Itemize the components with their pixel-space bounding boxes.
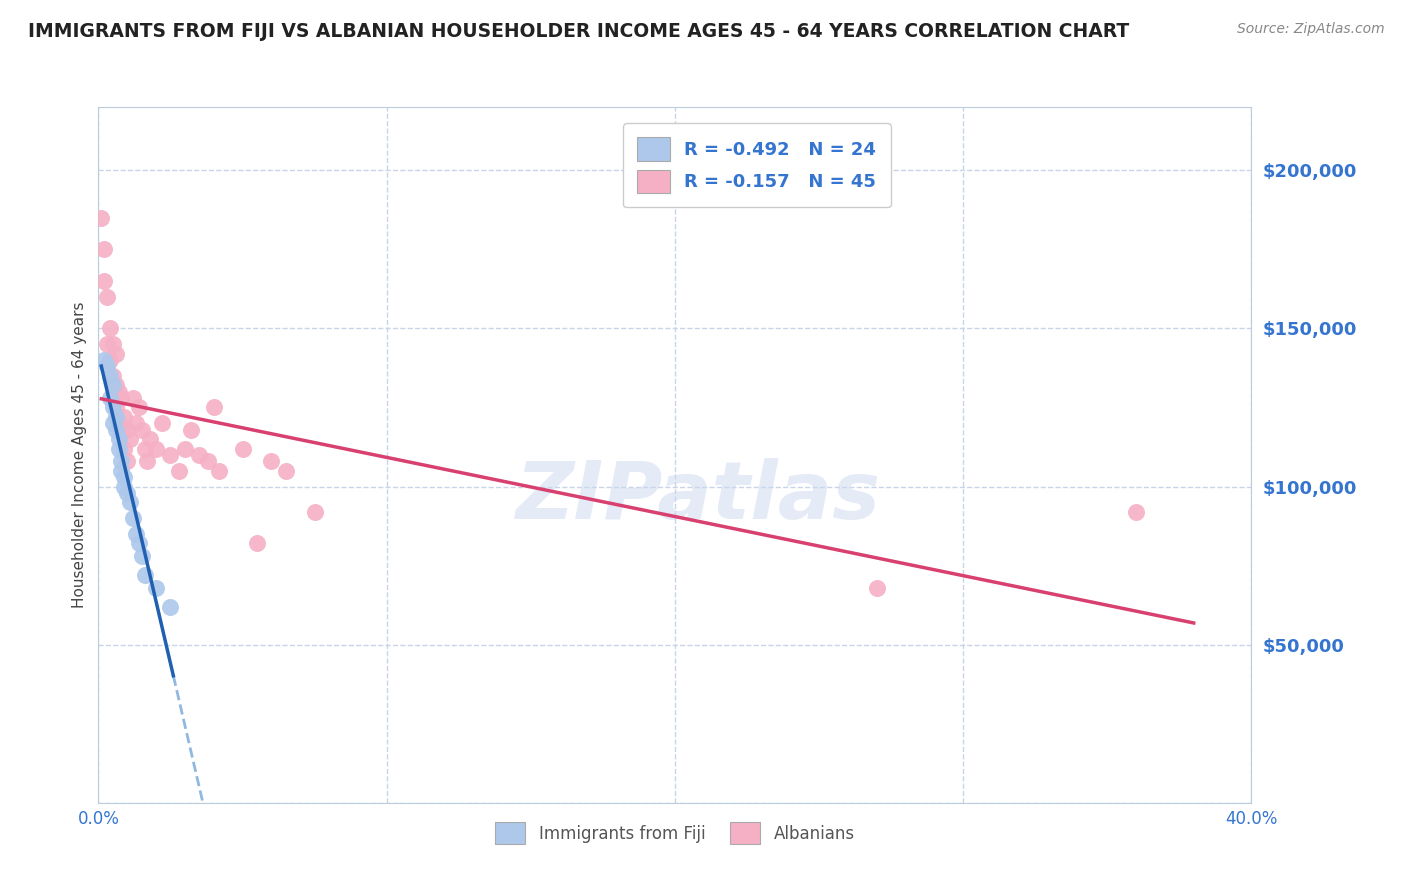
Point <box>107 442 129 456</box>
Point <box>101 417 124 431</box>
Point <box>93 353 115 368</box>
Point <box>167 464 190 478</box>
Point <box>202 401 225 415</box>
Text: ZIPatlas: ZIPatlas <box>516 458 880 536</box>
Point <box>197 454 219 468</box>
Point <box>117 454 138 468</box>
Point <box>136 454 159 468</box>
Point <box>101 337 124 351</box>
Point <box>131 549 153 563</box>
Point <box>110 464 132 478</box>
Point <box>101 368 124 383</box>
Point <box>120 495 142 509</box>
Point <box>131 423 153 437</box>
Point <box>101 401 124 415</box>
Point <box>107 384 129 399</box>
Point <box>107 432 129 446</box>
Point <box>117 486 138 500</box>
Point <box>112 470 135 484</box>
Text: Source: ZipAtlas.com: Source: ZipAtlas.com <box>1237 22 1385 37</box>
Point <box>866 581 889 595</box>
Point <box>180 423 202 437</box>
Point <box>208 464 231 478</box>
Point <box>150 417 173 431</box>
Point <box>112 409 135 424</box>
Point <box>101 378 124 392</box>
Point <box>112 442 135 456</box>
Point <box>125 527 148 541</box>
Point <box>128 536 150 550</box>
Point <box>159 448 181 462</box>
Point <box>93 243 115 257</box>
Point <box>260 454 283 468</box>
Text: IMMIGRANTS FROM FIJI VS ALBANIAN HOUSEHOLDER INCOME AGES 45 - 64 YEARS CORRELATI: IMMIGRANTS FROM FIJI VS ALBANIAN HOUSEHO… <box>28 22 1129 41</box>
Point <box>96 359 118 374</box>
Point <box>110 423 132 437</box>
Point <box>139 432 162 446</box>
Point <box>134 568 156 582</box>
Point <box>117 423 138 437</box>
Point <box>93 274 115 288</box>
Point <box>96 290 118 304</box>
Point <box>104 378 127 392</box>
Point <box>104 347 127 361</box>
Point <box>134 442 156 456</box>
Point <box>274 464 297 478</box>
Point <box>104 409 127 424</box>
Point <box>122 391 145 405</box>
Point <box>145 442 167 456</box>
Legend: Immigrants from Fiji, Albanians: Immigrants from Fiji, Albanians <box>482 809 868 857</box>
Point <box>110 454 132 468</box>
Point <box>98 391 121 405</box>
Point <box>98 353 121 368</box>
Point <box>98 321 121 335</box>
Point <box>188 448 211 462</box>
Point <box>112 479 135 493</box>
Point <box>128 401 150 415</box>
Point <box>120 432 142 446</box>
Point <box>104 423 127 437</box>
Point <box>1125 505 1147 519</box>
Point <box>96 337 118 351</box>
Point <box>159 599 181 614</box>
Y-axis label: Householder Income Ages 45 - 64 years: Householder Income Ages 45 - 64 years <box>72 301 87 608</box>
Point <box>231 442 254 456</box>
Point <box>104 401 127 415</box>
Point <box>107 417 129 431</box>
Point <box>90 211 112 225</box>
Point <box>304 505 326 519</box>
Point <box>122 511 145 525</box>
Point <box>145 581 167 595</box>
Point <box>246 536 269 550</box>
Point <box>125 417 148 431</box>
Point <box>110 391 132 405</box>
Point <box>98 368 121 383</box>
Point <box>174 442 197 456</box>
